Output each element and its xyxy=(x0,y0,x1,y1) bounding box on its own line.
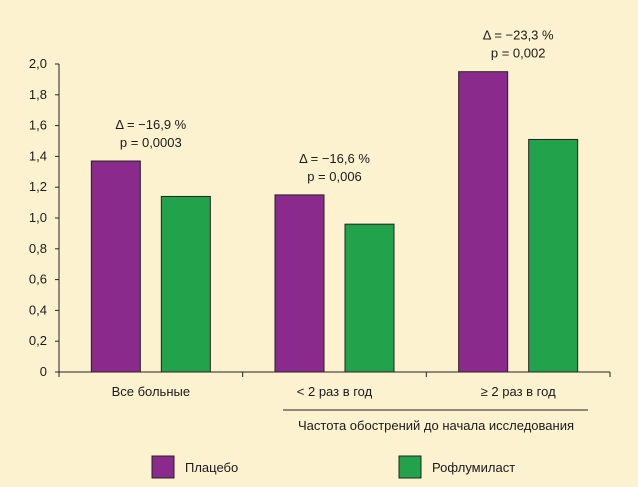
legend-swatch-placebo xyxy=(151,455,175,479)
y-tick-label: 1,4 xyxy=(29,148,47,163)
bar-roflumilast-2 xyxy=(528,138,579,373)
y-tick-label: 2,0 xyxy=(29,56,47,71)
legend-label-roflumilast: Рофлумиласт xyxy=(432,460,515,475)
category-label: < 2 раз в год xyxy=(297,384,373,399)
category-labels: Все больные < 2 раз в год ≥ 2 раз в год xyxy=(112,384,556,399)
group-label-text: Частота обострений до начала исследовани… xyxy=(298,418,574,433)
bar-roflumilast-0 xyxy=(160,195,211,373)
annotation-delta: Δ = −16,9 % xyxy=(115,117,186,132)
bars xyxy=(90,71,579,373)
legend-label-placebo: Плацебо xyxy=(185,460,238,475)
y-tick-label: 0 xyxy=(40,364,47,379)
y-tick-label: 0,4 xyxy=(29,302,47,317)
annotation-p-value: p = 0,0003 xyxy=(120,135,182,150)
y-axis: 0 0,2 0,4 0,6 0,8 1,0 1,2 1,4 1,6 1,8 2,0 xyxy=(29,56,60,379)
category-label: Все больные xyxy=(112,384,191,399)
y-tick-label: 0,6 xyxy=(29,272,47,287)
y-tick-label: 0,2 xyxy=(29,333,47,348)
bar-roflumilast-1 xyxy=(344,223,395,373)
legend-swatch-roflumilast xyxy=(398,455,422,479)
legend: Плацебо Рофлумиласт xyxy=(151,455,515,479)
group-label: Частота обострений до начала исследовани… xyxy=(283,409,588,433)
bar-placebo-1 xyxy=(274,194,325,373)
y-tick-label: 0,8 xyxy=(29,241,47,256)
annotation-delta: Δ = −23,3 % xyxy=(483,28,554,43)
x-axis xyxy=(58,371,611,377)
annotation-delta: Δ = −16,6 % xyxy=(299,151,370,166)
bar-placebo-2 xyxy=(458,71,509,373)
bar-placebo-0 xyxy=(90,160,141,373)
y-tick-label: 1,2 xyxy=(29,179,47,194)
annotation-p-value: p = 0,002 xyxy=(491,46,546,61)
y-tick-label: 1,6 xyxy=(29,118,47,133)
y-tick-label: 1,0 xyxy=(29,210,47,225)
annotations: Δ = −16,9 % p = 0,0003 Δ = −16,6 % p = 0,00… xyxy=(115,28,554,184)
y-tick-label: 1,8 xyxy=(29,87,47,102)
category-label: ≥ 2 раз в год xyxy=(481,384,556,399)
annotation-p-value: p = 0,006 xyxy=(307,169,362,184)
